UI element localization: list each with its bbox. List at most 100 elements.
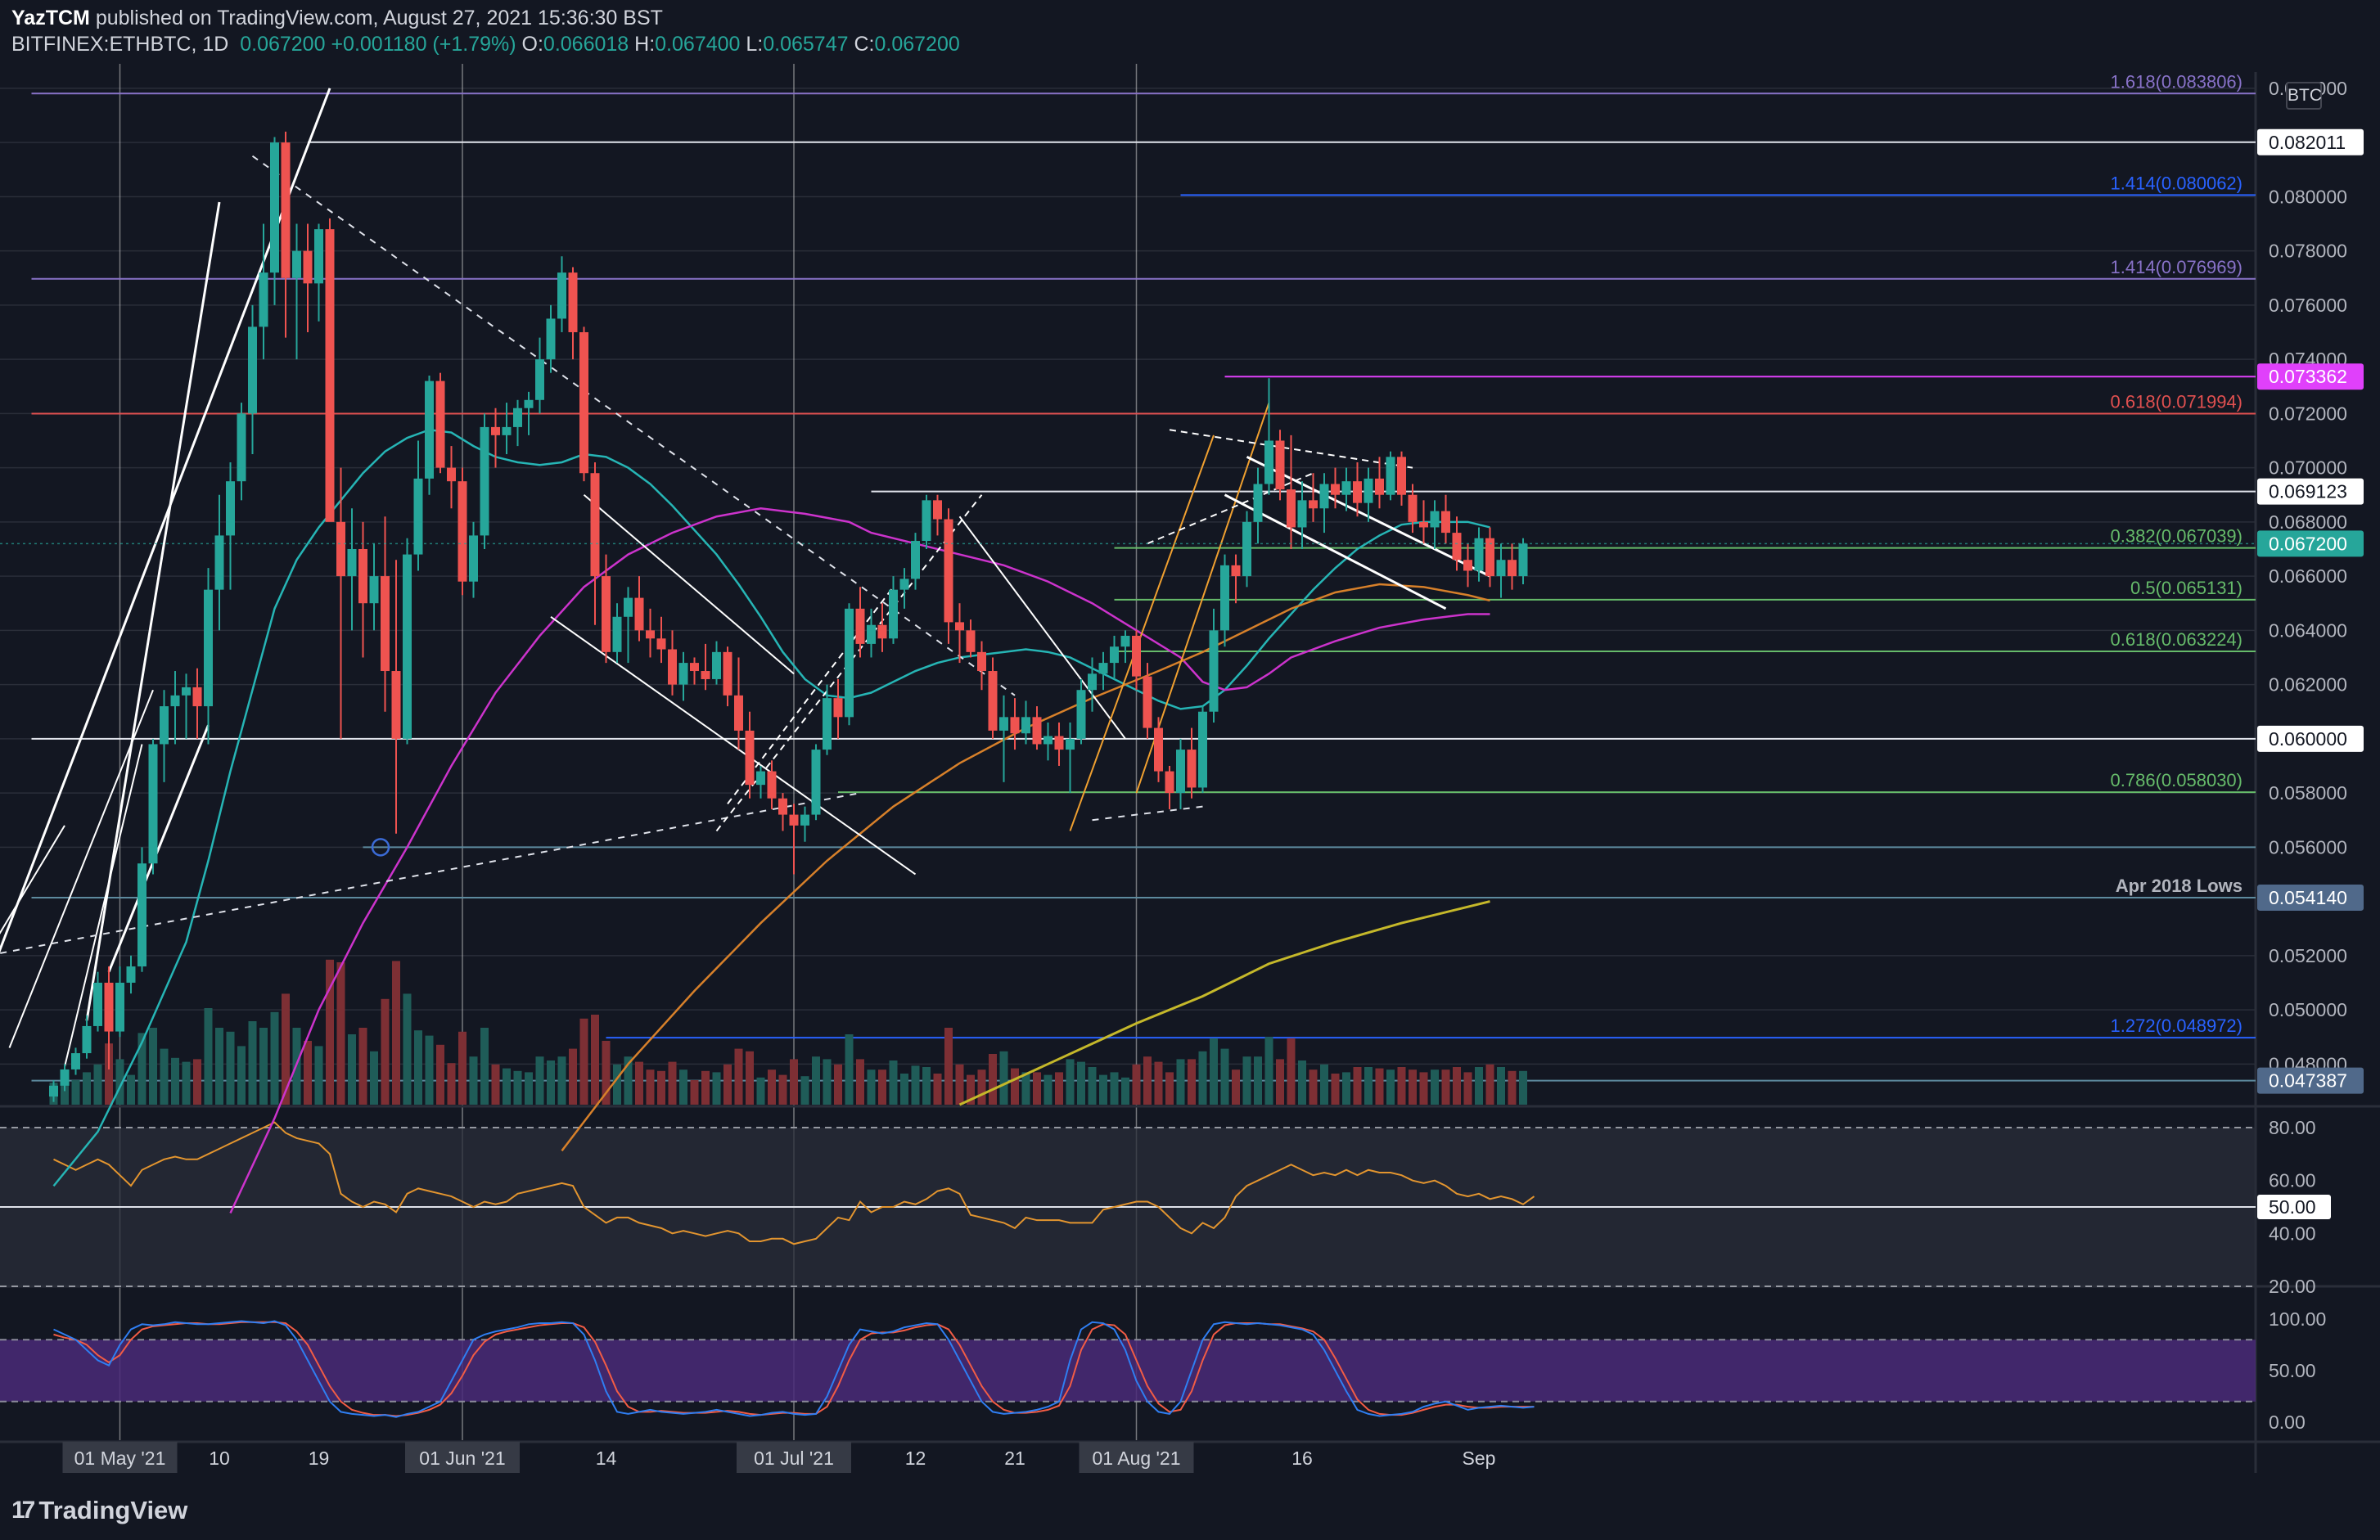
volume-bar	[944, 1028, 953, 1105]
time-tick-label: 01 Aug '21	[1093, 1448, 1181, 1469]
open-label: O:	[521, 33, 543, 56]
moving-average-line	[958, 900, 1490, 1106]
volume-bar	[491, 1064, 500, 1105]
volume-bar	[1364, 1067, 1373, 1105]
candle-body	[944, 519, 953, 623]
candle-body	[855, 608, 865, 644]
volume-bar	[1021, 1072, 1030, 1105]
volume-bar	[591, 1015, 599, 1105]
volume-bar	[469, 1056, 478, 1105]
volume-bar	[734, 1048, 743, 1105]
volume-bar	[326, 959, 334, 1105]
candle-body	[391, 671, 401, 739]
candle-body	[1120, 635, 1130, 647]
time-tick-label: 21	[1004, 1448, 1025, 1469]
volume-bar	[503, 1068, 511, 1105]
volume-bar	[149, 1028, 157, 1105]
candle-body	[712, 651, 721, 679]
candle-body	[425, 380, 434, 479]
candle-body	[1331, 484, 1340, 495]
volume-bar	[1463, 1072, 1472, 1105]
volume-bar	[712, 1072, 721, 1105]
candle-body	[1154, 727, 1163, 772]
candle-body	[701, 671, 710, 679]
publisher-name[interactable]: YazTCM	[11, 7, 90, 29]
volume-bar	[1242, 1056, 1251, 1105]
volume-bar	[392, 961, 400, 1105]
volume-bar	[657, 1070, 665, 1105]
volume-bar	[756, 1077, 765, 1105]
candle-body	[1110, 646, 1119, 664]
volume-bar	[447, 1063, 456, 1105]
candle-body	[458, 481, 467, 582]
candle-body	[867, 624, 876, 644]
volume-bars	[49, 959, 1527, 1105]
candle-body	[1132, 635, 1141, 677]
price-tick-label: 0.072000	[2269, 403, 2347, 424]
moving-average-line	[52, 428, 1490, 1187]
high-value: 0.067400	[655, 33, 741, 56]
currency-button[interactable]: BTC	[2286, 82, 2322, 110]
candle-body	[899, 579, 909, 590]
candle-body	[513, 408, 522, 427]
volume-bar	[1066, 1059, 1075, 1105]
candle-body	[1452, 533, 1462, 561]
volume-bar	[1409, 1069, 1417, 1105]
candle-body	[71, 1053, 80, 1069]
candle-body	[988, 671, 998, 731]
volume-bar	[282, 993, 290, 1105]
candle-body	[60, 1069, 70, 1086]
volume-bar	[624, 1056, 633, 1105]
candle-body	[1419, 521, 1428, 528]
level-annotation: Apr 2018 Lows	[2116, 876, 2243, 896]
volume-bar	[61, 1080, 69, 1105]
price-tick-label: 0.058000	[2269, 782, 2347, 804]
volume-bar	[370, 1051, 378, 1105]
fib-level-label: 1.618(0.083806)	[2111, 71, 2243, 92]
candle-body	[1220, 565, 1229, 631]
time-tick-label: 01 Jul '21	[754, 1448, 834, 1469]
volume-bar	[525, 1072, 533, 1105]
time-tick-label: 12	[905, 1448, 926, 1469]
rsi-tick-label: 40.00	[2269, 1223, 2316, 1244]
volume-bar	[967, 1074, 975, 1105]
symbol-line: BITFINEX:ETHBTC, 1D 0.067200 +0.001180 (…	[11, 33, 960, 56]
candle-body	[1253, 484, 1263, 522]
candle-body	[347, 548, 357, 577]
candle-body	[845, 608, 854, 718]
volume-bar	[425, 1035, 434, 1105]
candle-body	[281, 142, 291, 278]
volume-bar	[1143, 1056, 1152, 1105]
volume-bar	[171, 1057, 179, 1105]
volume-bar	[778, 1074, 787, 1105]
candle-body	[369, 576, 379, 604]
candle-body	[1098, 663, 1108, 674]
volume-bar	[1431, 1069, 1439, 1105]
price-level-tag-text: 0.047387	[2269, 1070, 2347, 1092]
candle-body	[1496, 560, 1506, 577]
symbol-name[interactable]: BITFINEX:ETHBTC, 1D	[11, 33, 229, 56]
candle-body	[270, 142, 279, 273]
volume-bar	[1121, 1077, 1129, 1105]
volume-bar	[1165, 1072, 1174, 1105]
tradingview-logo[interactable]: 17 TradingView	[11, 1496, 187, 1525]
volume-bar	[513, 1070, 522, 1105]
price-tick-label: 0.078000	[2269, 241, 2347, 262]
candle-body	[723, 651, 732, 696]
brand-name: TradingView	[38, 1496, 188, 1524]
volume-bar	[1519, 1070, 1527, 1105]
volume-bar	[160, 1048, 169, 1105]
candle-body	[889, 589, 898, 639]
volume-bar	[989, 1054, 997, 1105]
stoch-k-line	[53, 1320, 1535, 1418]
fib-level-label: 1.272(0.048972)	[2111, 1015, 2243, 1036]
volume-bar	[668, 1061, 677, 1105]
close-label: C:	[854, 33, 875, 56]
time-tick-label: 16	[1291, 1448, 1313, 1469]
candle-body	[1430, 511, 1440, 528]
close-value: 0.067200	[874, 33, 960, 56]
candle-body	[1341, 481, 1351, 495]
candle-body	[358, 548, 367, 604]
price-level-tag	[2257, 363, 2364, 390]
